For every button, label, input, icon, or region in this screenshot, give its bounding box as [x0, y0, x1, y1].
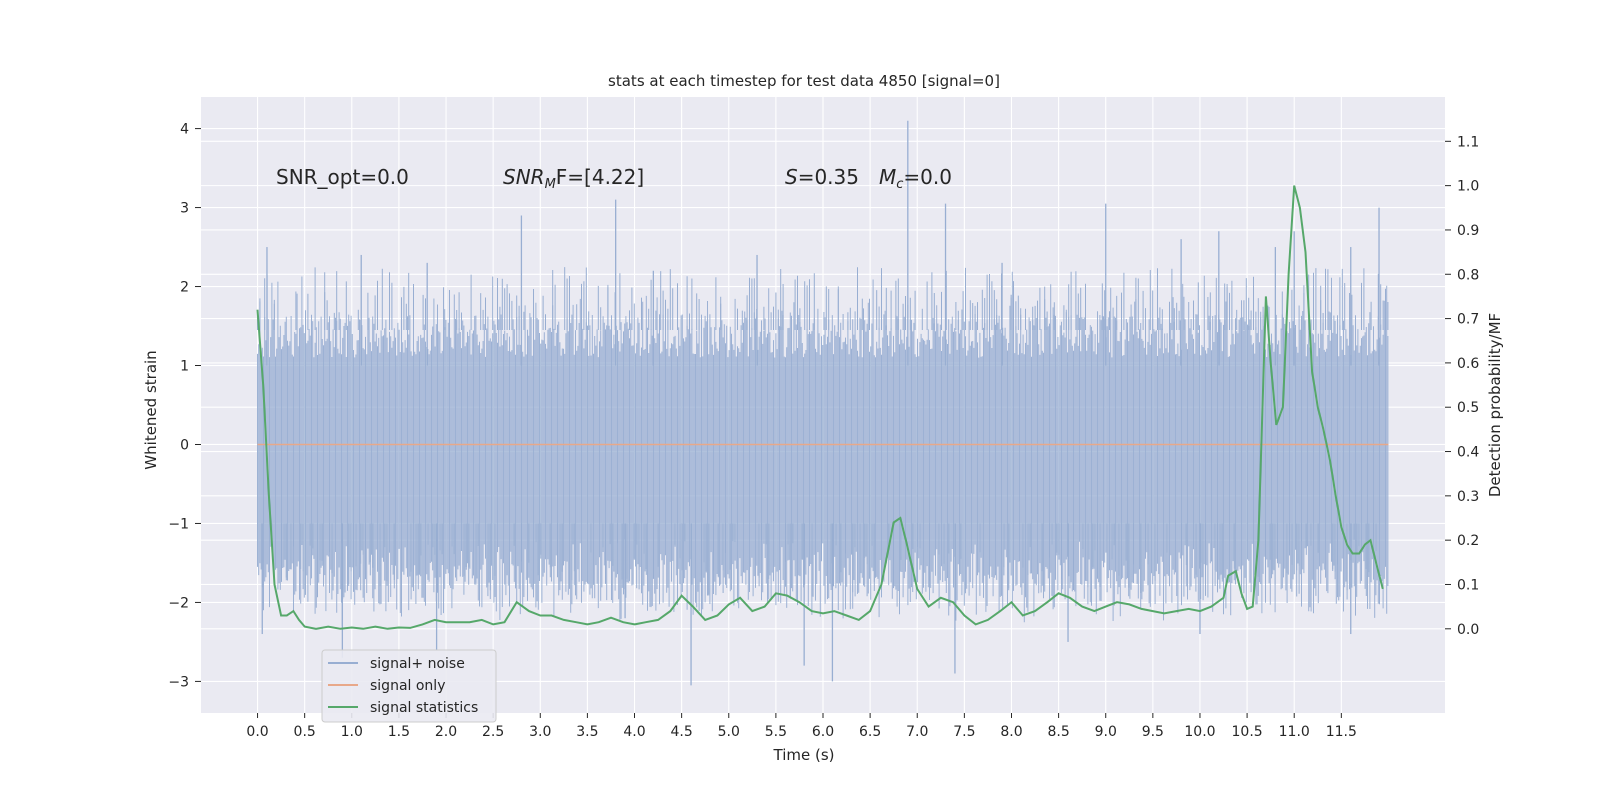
x-tick-label: 1.5 — [388, 724, 410, 740]
x-tick-label: 11.0 — [1279, 724, 1310, 740]
x-tick-label: 6.5 — [859, 724, 881, 740]
x-tick-label: 0.5 — [294, 724, 316, 740]
y-right-tick-label: 0.1 — [1457, 577, 1479, 593]
chart-title: stats at each timestep for test data 485… — [608, 72, 1000, 90]
signal-noise-series — [257, 120, 1389, 686]
x-tick-label: 10.5 — [1232, 724, 1263, 740]
legend-label-noise: signal+ noise — [370, 656, 465, 672]
x-tick-label: 4.5 — [671, 724, 693, 740]
x-tick-label: 8.0 — [1000, 724, 1022, 740]
x-axis-ticks: 0.0 0.5 1.0 1.5 2.0 2.5 3.0 3.5 4.0 4.5 5.0 5.5 6.0 6… — [246, 713, 1357, 740]
legend-box — [321, 649, 497, 723]
x-tick-label: 2.5 — [482, 724, 504, 740]
y-right-tick-label: 0.2 — [1457, 533, 1479, 549]
annotation-snr-mf: SNRMF=[4.22] — [503, 165, 644, 192]
x-tick-label: 3.0 — [529, 724, 551, 740]
x-tick-label: 3.5 — [576, 724, 598, 740]
y-axis-label: Whitened strain — [142, 350, 160, 469]
x-tick-label: 9.5 — [1142, 724, 1164, 740]
legend-label-signal: signal only — [370, 678, 445, 694]
y-right-tick-label: 0.5 — [1457, 400, 1479, 416]
y-right-tick-label: 1.1 — [1457, 134, 1479, 150]
y-right-axis-ticks: 0.0 0.1 0.2 0.3 0.4 0.5 0.6 0.7 0.8 0.9 1.0 1.1 — [1445, 134, 1479, 638]
y-right-tick-label: 0.3 — [1457, 489, 1479, 505]
x-tick-label: 1.0 — [341, 724, 363, 740]
x-tick-label: 5.5 — [765, 724, 787, 740]
legend-label-stats: signal statistics — [370, 700, 478, 716]
x-tick-label: 5.0 — [718, 724, 740, 740]
x-tick-label: 4.0 — [623, 724, 645, 740]
y-right-tick-label: 0.4 — [1457, 445, 1479, 461]
y-right-tick-label: 0.7 — [1457, 312, 1479, 328]
y-tick-label: −3 — [168, 674, 189, 690]
y-right-tick-label: 0.9 — [1457, 223, 1479, 239]
x-tick-label: 11.5 — [1326, 724, 1357, 740]
annotation-mc: Mc=0.0 — [879, 165, 952, 192]
x-tick-label: 0.0 — [246, 724, 268, 740]
y-tick-label: 2 — [180, 280, 189, 296]
y-tick-label: 1 — [180, 359, 189, 375]
signal-statistics-series — [256, 185, 1384, 630]
y-axis-ticks: −3 −2 −1 0 1 2 3 4 — [168, 122, 201, 690]
y-right-tick-label: 0.0 — [1457, 622, 1479, 638]
y-right-tick-label: 1.0 — [1457, 179, 1479, 195]
legend: signal+ noise signal only signal statist… — [321, 649, 497, 723]
x-tick-label: 2.0 — [435, 724, 457, 740]
x-tick-label: 10.0 — [1184, 724, 1215, 740]
y-right-tick-label: 0.8 — [1457, 267, 1479, 283]
y-right-tick-label: 0.6 — [1457, 356, 1479, 372]
x-tick-label: 7.0 — [906, 724, 928, 740]
x-tick-label: 6.0 — [812, 724, 834, 740]
y-tick-label: 4 — [180, 122, 189, 138]
y-tick-label: 0 — [180, 437, 189, 453]
y-tick-label: −1 — [168, 516, 189, 532]
annotation-s: S=0.35 — [785, 165, 859, 189]
x-axis-label: Time (s) — [773, 746, 835, 764]
annotation-snr-opt: SNR_opt=0.0 — [276, 165, 409, 189]
x-tick-label: 7.5 — [953, 724, 975, 740]
y-tick-label: 3 — [180, 201, 189, 217]
y-tick-label: −2 — [168, 595, 189, 611]
x-tick-label: 8.5 — [1047, 724, 1069, 740]
x-tick-label: 9.0 — [1095, 724, 1117, 740]
y-right-axis-label: Detection probability/MF — [1486, 313, 1504, 497]
